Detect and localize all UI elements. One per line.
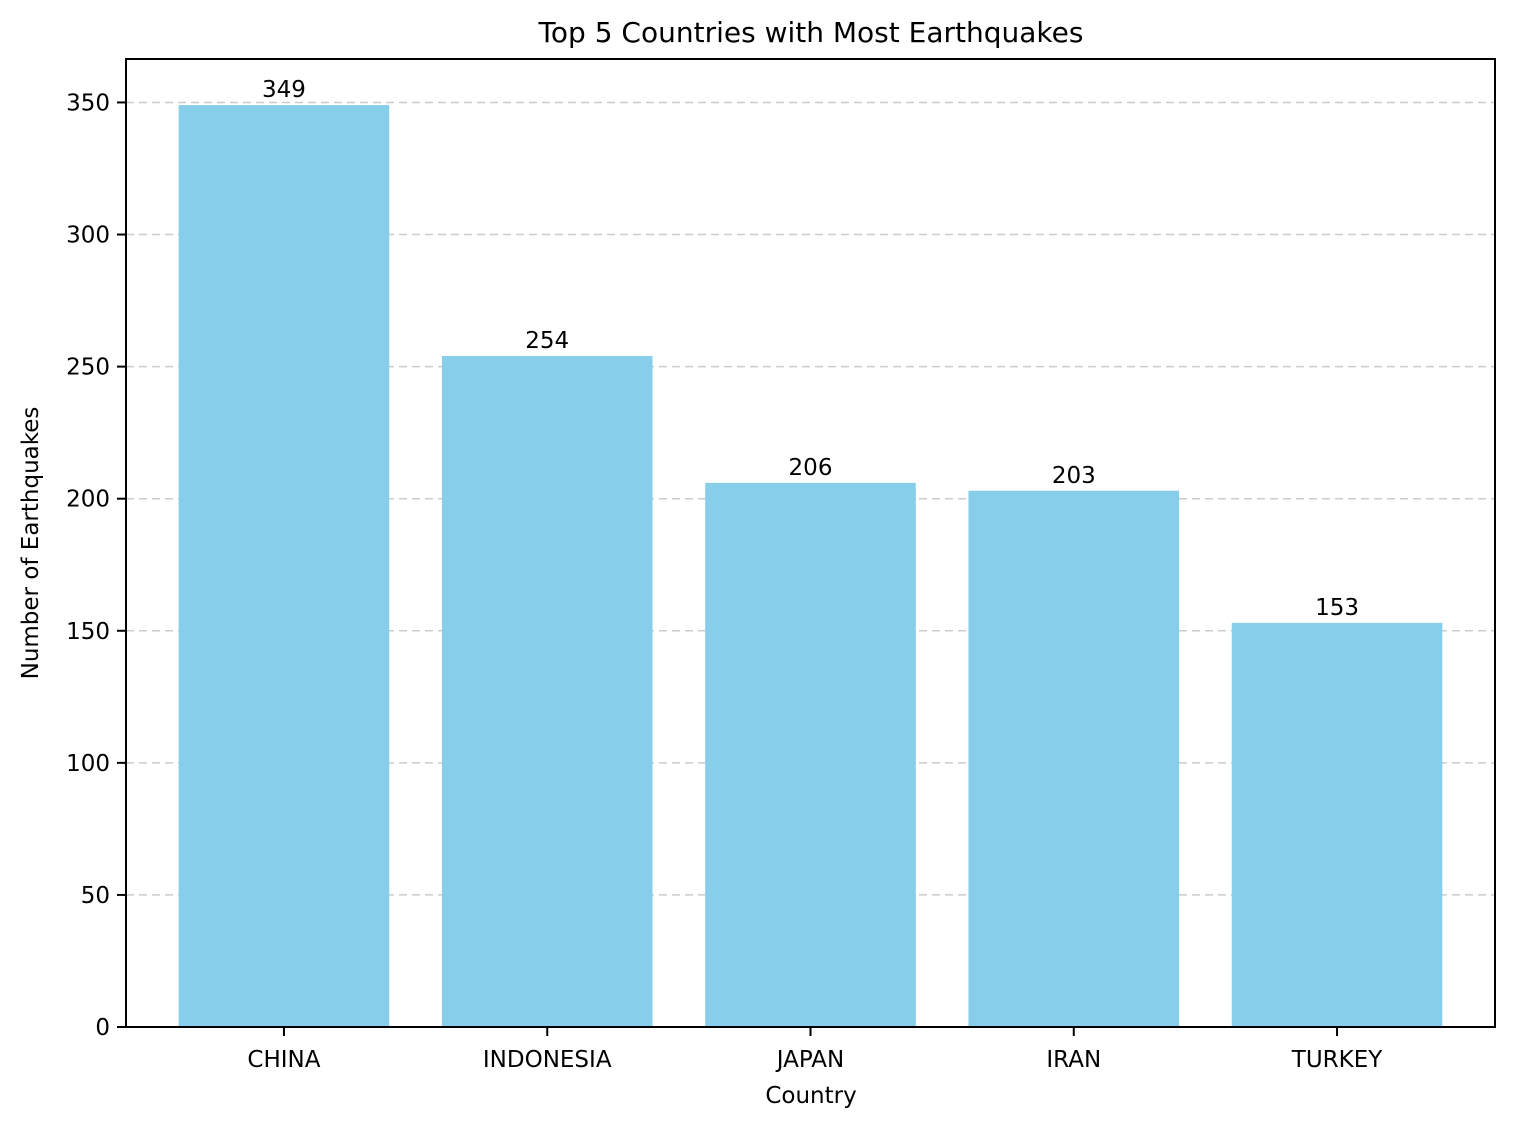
bars — [178, 105, 1443, 1028]
y-tick-label: 350 — [66, 90, 110, 116]
x-tick-label: JAPAN — [775, 1047, 844, 1073]
bar — [1231, 622, 1443, 1027]
x-tick-label: INDONESIA — [483, 1047, 612, 1073]
bar-value-label: 206 — [789, 455, 833, 481]
bar — [705, 482, 916, 1027]
bar-value-label: 254 — [525, 328, 569, 354]
bar-value-label: 203 — [1052, 463, 1096, 489]
x-axis-label: Country — [765, 1083, 856, 1109]
x-axis-ticks: CHINA INDONESIA JAPAN IRAN TURKEY — [247, 1027, 1383, 1073]
chart-title: Top 5 Countries with Most Earthquakes — [538, 16, 1084, 49]
bar — [968, 490, 1180, 1027]
y-tick-label: 150 — [66, 619, 110, 645]
x-tick-label: IRAN — [1046, 1047, 1101, 1073]
bar — [178, 105, 390, 1028]
x-tick-label: CHINA — [247, 1047, 320, 1073]
data-labels: 349 254 206 203 153 — [262, 77, 1359, 621]
bar-value-label: 349 — [262, 77, 306, 103]
y-axis-label: Number of Earthquakes — [18, 407, 44, 680]
y-tick-label: 50 — [81, 883, 110, 909]
y-tick-label: 300 — [66, 223, 110, 249]
y-tick-label: 0 — [95, 1015, 110, 1041]
x-tick-label: TURKEY — [1291, 1047, 1383, 1073]
y-tick-label: 250 — [66, 355, 110, 381]
y-tick-label: 200 — [66, 487, 110, 513]
y-axis-ticks: 0 50 100 150 200 250 300 350 — [66, 90, 126, 1041]
bar — [441, 356, 653, 1027]
y-tick-label: 100 — [66, 751, 110, 777]
bar-value-label: 153 — [1315, 595, 1359, 621]
